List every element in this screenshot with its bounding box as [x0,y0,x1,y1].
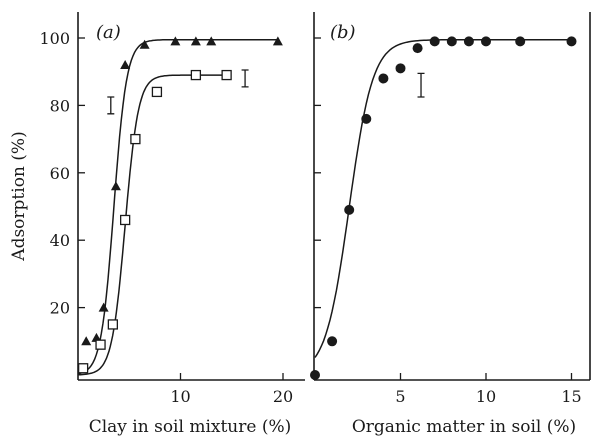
circle-point [395,63,406,74]
circle-point [566,36,577,47]
circle-point [378,73,389,84]
circle-point [327,336,338,347]
circle-point [361,113,372,124]
y-tick-label: 20 [50,299,70,318]
circle-point [429,36,440,47]
panel-a-fit-curve [77,38,278,375]
y-tick-label: 100 [39,29,70,48]
panel-b-x-tick-label: 5 [395,387,405,406]
square-point [77,363,89,374]
circle-point [481,36,491,47]
y-tick-label: 60 [50,164,70,183]
triangle-point [272,36,283,46]
y-axis-title: Adsorption (%) [9,131,29,261]
triangle-point [98,302,109,312]
triangle-point [110,181,121,191]
circle-point [344,204,355,215]
square-point [190,69,202,81]
panel-a-x-tick-label: 20 [273,387,293,406]
y-tick-label: 40 [50,231,70,250]
panel-a-error-bar [241,69,249,88]
square-point [120,214,131,226]
panel-b-label: (b) [330,22,356,43]
circle-point [412,43,423,54]
square-point [151,86,163,98]
panel-a-x-axis-title: Clay in soil mixture (%) [89,417,292,437]
circle-point [515,36,526,47]
circle-point [310,370,320,380]
triangle-point [120,59,131,69]
generated-marks: 20 40 60 80 100 10 20 5 10 15 [39,29,581,406]
triangle-point [190,36,201,46]
panel-a-x-tick-label: 10 [170,387,190,406]
y-tick-label: 80 [50,96,70,115]
triangle-point [170,36,181,46]
triangle-point [81,336,92,346]
panel-b-fit-curve [314,38,572,358]
panel-b-x-axis-title: Organic matter in soil (%) [352,417,576,437]
panel-b-x-tick-label: 10 [476,387,496,406]
panel-b-x-tick-label: 15 [561,387,581,406]
panel-b-error-bar [417,72,425,98]
square-point [107,319,118,330]
square-point [95,339,106,350]
triangle-point [206,36,217,46]
square-point [221,69,232,81]
circle-point [446,36,457,47]
panel-a-fit-curve [77,74,227,376]
panel-a-error-bar [107,96,115,115]
square-point [130,133,141,145]
circle-point [463,36,474,47]
triangle-point [139,39,150,49]
panel-a-label: (a) [96,22,121,43]
